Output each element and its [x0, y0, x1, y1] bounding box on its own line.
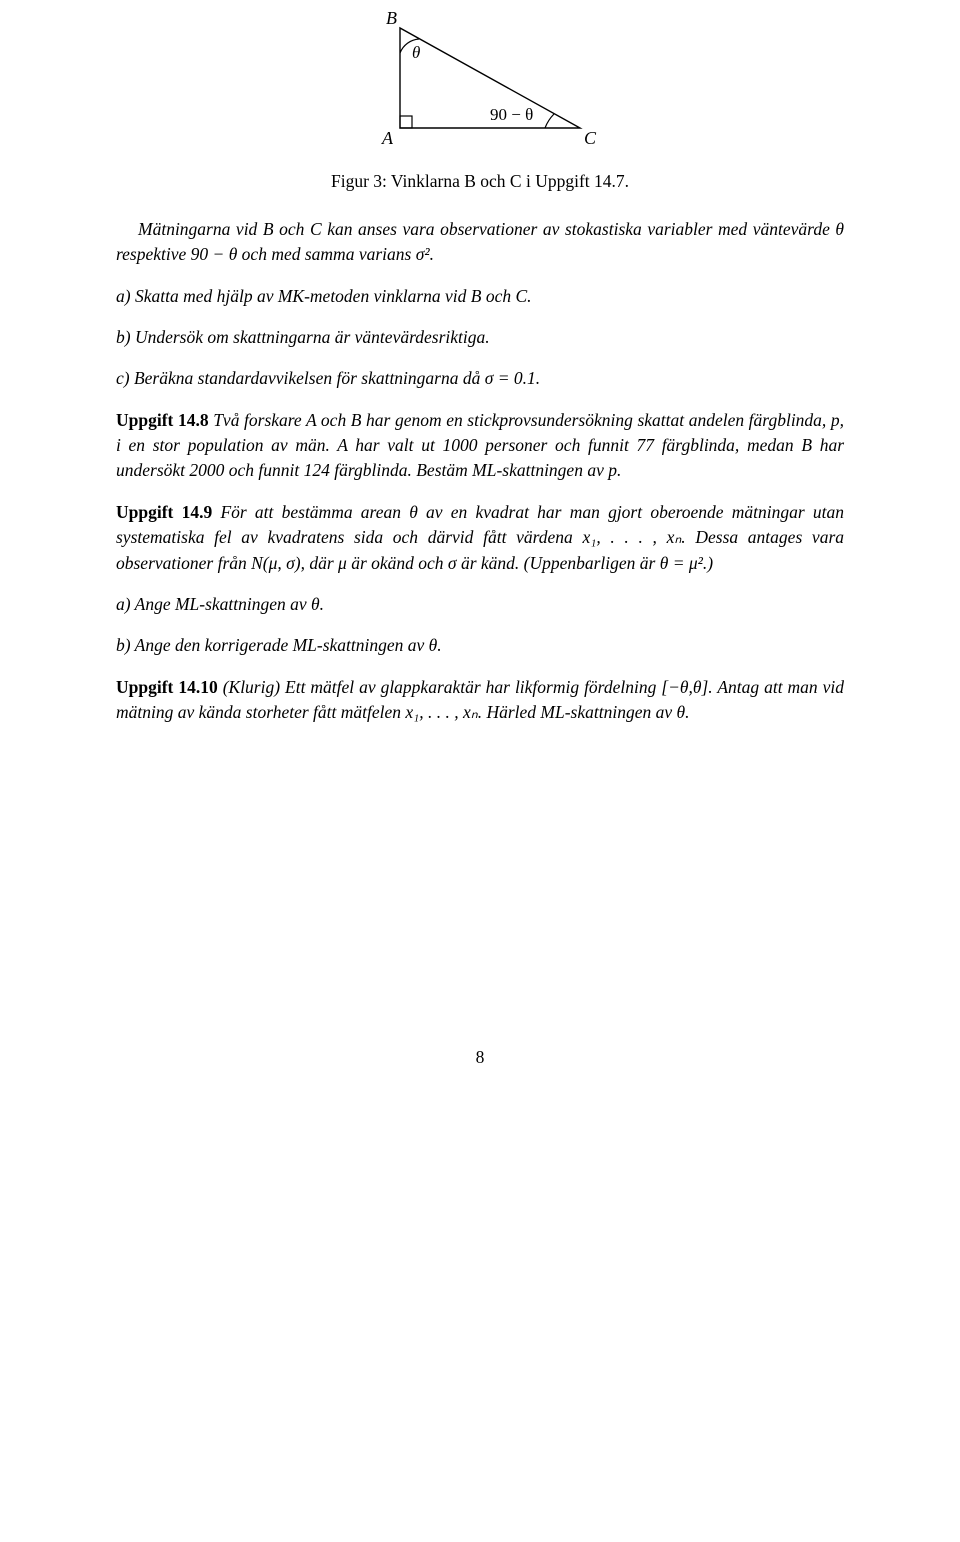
uppgift-14-8-body: Två forskare A och B har genom en stickp… [116, 410, 844, 481]
right-angle-marker [400, 116, 412, 128]
uppgift-14-9: Uppgift 14.9 För att bestämma arean θ av… [116, 500, 844, 576]
intro-paragraph: Mätningarna vid B och C kan anses vara o… [116, 217, 844, 268]
uppgift-14-9-label: Uppgift 14.9 [116, 502, 212, 522]
uppgift-14-9-b: b) Ange den korrigerade ML-skattningen a… [116, 633, 844, 658]
uppgift-14-9-body: För att bestämma arean θ av en kvadrat h… [116, 502, 844, 573]
vertex-C-label: C [584, 128, 597, 148]
uppgift-14-10-label: Uppgift 14.10 [116, 677, 218, 697]
compl-arc [545, 114, 554, 128]
item-14-7-a: a) Skatta med hjälp av MK-metoden vinkla… [116, 284, 844, 309]
vertex-B-label: B [386, 8, 397, 28]
triangle-svg: B A C θ 90 − θ [350, 8, 610, 148]
figure-caption: Figur 3: Vinklarna B och C i Uppgift 14.… [116, 169, 844, 194]
item-14-7-b: b) Undersök om skattningarna är väntevär… [116, 325, 844, 350]
figure-triangle: B A C θ 90 − θ Figur 3: Vinklarna B och … [116, 8, 844, 195]
vertex-A-label: A [381, 128, 394, 148]
uppgift-14-8-label: Uppgift 14.8 [116, 410, 209, 430]
uppgift-14-9-a: a) Ange ML-skattningen av θ. [116, 592, 844, 617]
item-14-7-c: c) Beräkna standardavvikelsen för skattn… [116, 366, 844, 391]
uppgift-14-8: Uppgift 14.8 Två forskare A och B har ge… [116, 408, 844, 484]
uppgift-14-10-body: (Klurig) Ett mätfel av glappkaraktär har… [116, 677, 844, 722]
page-number: 8 [116, 1045, 844, 1070]
theta-label: θ [412, 43, 420, 62]
uppgift-14-10: Uppgift 14.10 (Klurig) Ett mätfel av gla… [116, 675, 844, 726]
compl-label: 90 − θ [490, 105, 533, 124]
